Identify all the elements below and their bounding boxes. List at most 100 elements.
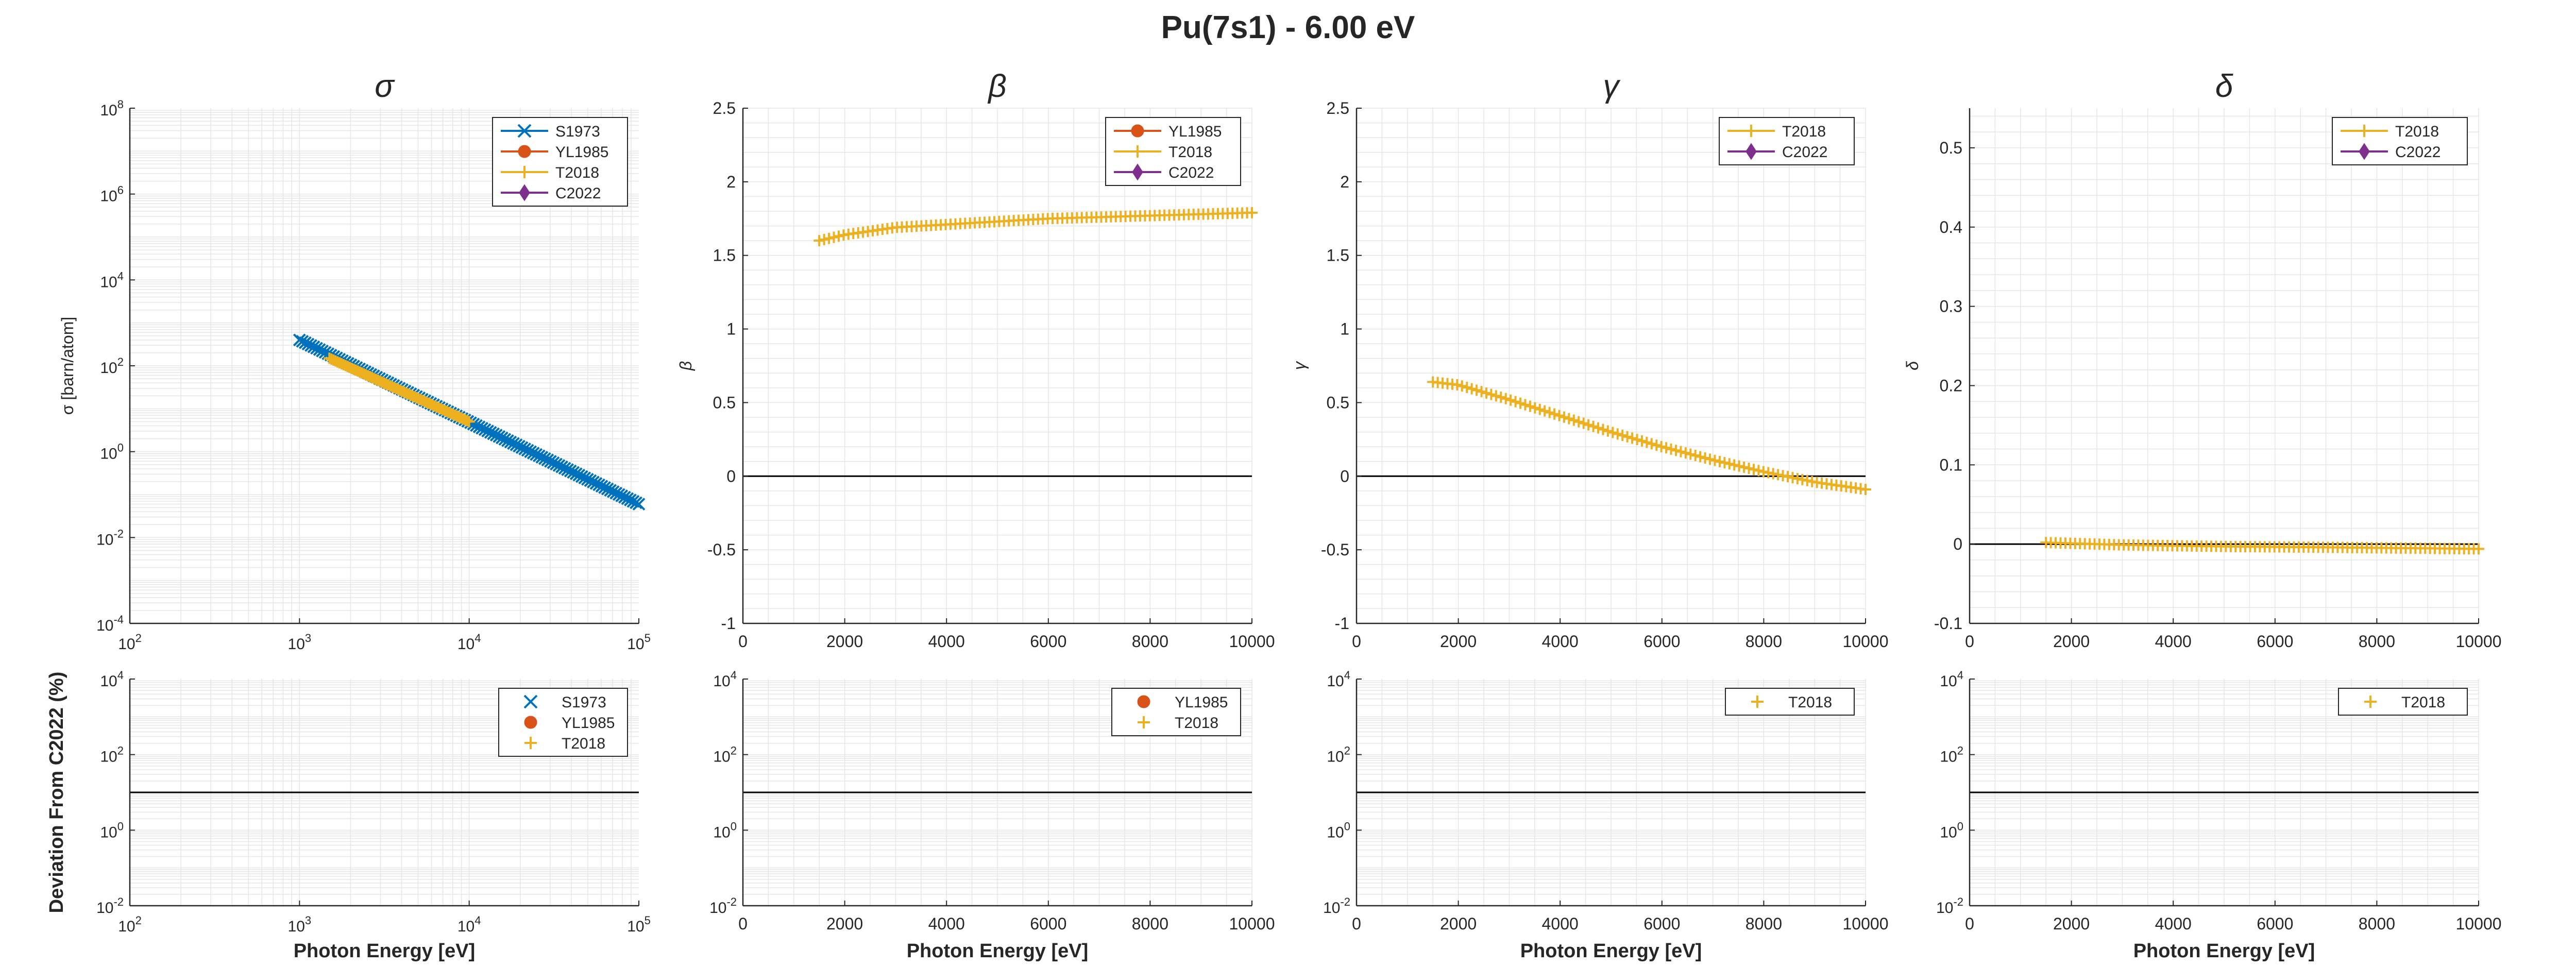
data-point	[1495, 392, 1507, 403]
x-tick-label: 10000	[2456, 632, 2502, 651]
y-tick-label: 0.4	[1940, 218, 1962, 236]
subplot-sigma-dev: 102 103 104 105 10-2 100 102 104 Photon Energy […	[46, 669, 651, 962]
x-tick-label: 10000	[1229, 632, 1275, 651]
y-tick-label: 104	[100, 669, 124, 690]
data-point	[1651, 439, 1663, 451]
data-point	[1456, 380, 1468, 392]
data-point	[1675, 446, 1687, 457]
legend-label: C2022	[1168, 164, 1214, 181]
data-point	[1738, 461, 1750, 473]
data-point	[1539, 405, 1551, 417]
x-tick-label: 8000	[1745, 914, 1782, 933]
data-point	[1500, 393, 1512, 404]
legend-label: T2018	[2401, 694, 2445, 711]
data-point	[828, 231, 840, 243]
data-point	[1723, 458, 1735, 470]
y-tick-label: 10-2	[709, 895, 737, 917]
legend: YL1985 T2018 C2022	[1105, 117, 1241, 186]
x-tick-label: 102	[118, 914, 142, 935]
subplot-title: δ	[2215, 69, 2233, 104]
x-tick-label: 4000	[928, 914, 965, 933]
legend-marker	[2364, 696, 2377, 708]
data-point	[1636, 435, 1648, 447]
data-point	[1607, 427, 1619, 438]
subplot-gamma-top: 0 2000 4000 6000 8000 10000 -1 -0.5 0 0.5 1 1.5 2 2.5…	[1290, 69, 1888, 651]
y-axis-label: β	[676, 361, 695, 371]
y-tick-label: -0.5	[707, 540, 736, 559]
x-tick-label: 103	[288, 632, 312, 653]
y-tick-label: 104	[1327, 669, 1350, 690]
x-tick-label: 6000	[1643, 914, 1680, 933]
data-point	[1704, 453, 1716, 465]
data-point	[1246, 207, 1258, 218]
x-tick-label: 6000	[1030, 914, 1066, 933]
legend-marker	[1131, 124, 1144, 138]
y-tick-label: 0.1	[1940, 455, 1962, 474]
x-tick-label: 2000	[826, 632, 863, 651]
legend-marker	[518, 145, 531, 158]
legend-marker	[517, 124, 532, 138]
data-point	[1753, 465, 1765, 477]
series-T2018	[1427, 376, 1871, 495]
data-point	[1544, 406, 1555, 418]
data-point	[1505, 394, 1517, 406]
x-tick-label: 8000	[2359, 632, 2395, 651]
data-point	[1728, 459, 1740, 471]
subplot-title: β	[987, 69, 1006, 104]
y-tick-label: 1	[1340, 320, 1349, 338]
x-tick-label: 0	[738, 632, 748, 651]
data-point	[1578, 417, 1589, 429]
x-tick-label: 6000	[2257, 914, 2293, 933]
legend-label: C2022	[1782, 144, 1827, 161]
y-tick-label: 1.5	[1327, 246, 1349, 265]
legend-box	[1111, 688, 1241, 736]
data-point	[1680, 447, 1691, 459]
x-tick-label: 103	[288, 914, 312, 935]
y-tick-label: 2.5	[713, 99, 736, 117]
y-tick-label: 1	[726, 320, 736, 338]
data-point	[1490, 390, 1502, 402]
data-point	[1563, 413, 1575, 425]
x-tick-label: 8000	[1132, 914, 1168, 933]
y-tick-label: 100	[100, 442, 124, 463]
legend: T2018 C2022	[1719, 117, 1855, 165]
legend: T2018	[2338, 688, 2468, 716]
x-tick-label: 6000	[2257, 632, 2293, 651]
data-point	[1626, 432, 1638, 444]
x-tick-label: 2000	[2053, 632, 2090, 651]
y-tick-label: 102	[100, 355, 124, 377]
data-point	[1549, 408, 1561, 420]
data-point	[1515, 397, 1527, 409]
data-point	[1466, 383, 1478, 395]
y-tick-label: 100	[713, 820, 737, 841]
y-tick-label: -1	[721, 614, 736, 633]
data-point	[1665, 443, 1677, 455]
y-tick-label: 2	[726, 173, 736, 191]
x-tick-label: 8000	[1745, 632, 1782, 651]
subplot-gamma-dev: 0 2000 4000 6000 8000 10000 10-2 100 102 104 Photo…	[1323, 669, 1888, 962]
x-tick-label: 10000	[1843, 632, 1889, 651]
x-tick-label: 0	[738, 914, 748, 933]
y-tick-label: 0	[726, 467, 736, 485]
y-tick-label: -0.5	[1321, 540, 1349, 559]
data-point	[1553, 410, 1565, 421]
y-axis-label: Deviation From C2022 (%)	[46, 672, 67, 913]
x-tick-label: 8000	[1132, 632, 1168, 651]
data-point	[463, 416, 475, 428]
data-point	[1485, 388, 1497, 400]
legend-marker	[1751, 696, 1764, 708]
y-tick-label: 102	[1327, 744, 1350, 766]
x-tick-label: 104	[457, 914, 481, 935]
y-tick-label: 0.5	[713, 393, 736, 412]
data-point	[1670, 445, 1682, 456]
legend-marker	[2358, 125, 2370, 137]
y-tick-label: 104	[100, 269, 124, 291]
y-tick-label: 0.2	[1940, 376, 1962, 395]
legend-box	[2338, 688, 2468, 716]
x-tick-label: 105	[627, 914, 651, 935]
subplot-beta-top: 0 2000 4000 6000 8000 10000 -1 -0.5 0 0.5 1 1.5 2 2.5…	[676, 69, 1275, 651]
legend-box	[2332, 117, 2468, 165]
data-point	[1529, 402, 1541, 414]
legend-label: C2022	[555, 185, 601, 202]
data-point	[1587, 420, 1599, 432]
